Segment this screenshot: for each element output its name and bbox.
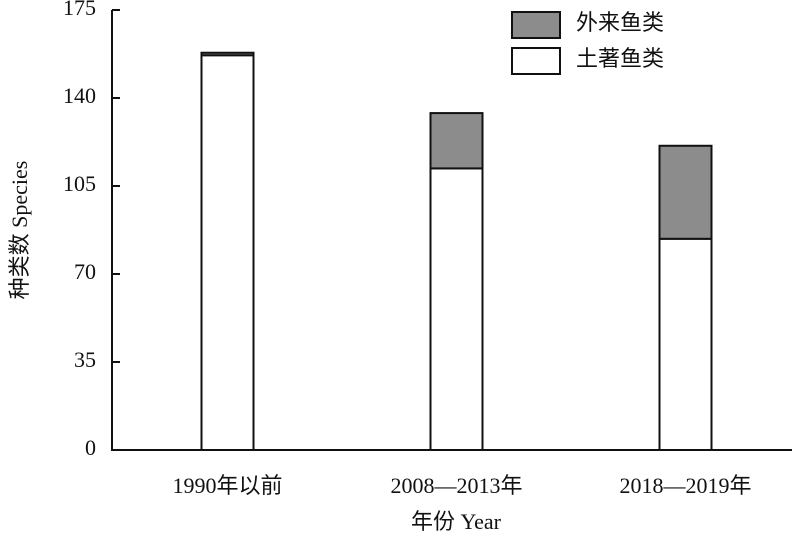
legend-label: 土著鱼类: [576, 46, 664, 71]
x-tick-label: 1990年以前: [172, 473, 282, 498]
x-tick-label: 2018—2019年: [619, 473, 751, 498]
x-axis-title: 年份 Year: [411, 509, 502, 534]
bar-segment: [200, 54, 255, 451]
x-tick-label: 2008—2013年: [390, 473, 522, 498]
y-tick-label: 140: [63, 83, 96, 108]
bar-segment: [429, 167, 484, 451]
legend-label: 外来鱼类: [576, 10, 664, 35]
y-tick-label: 0: [85, 435, 96, 460]
legend-swatch: [511, 11, 561, 39]
y-tick-label: 105: [63, 171, 96, 196]
y-tick-label: 70: [74, 259, 96, 284]
bar-segment: [658, 144, 713, 240]
bar-segment: [200, 51, 255, 57]
bar-segment: [658, 237, 713, 451]
y-axis-title: 种类数 Species: [7, 161, 32, 300]
y-tick-label: 175: [63, 0, 96, 20]
bar-segment: [429, 112, 484, 170]
y-tick-label: 35: [74, 347, 96, 372]
legend-swatch: [511, 47, 561, 75]
